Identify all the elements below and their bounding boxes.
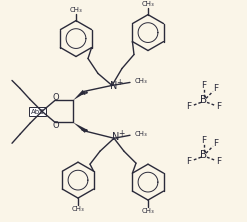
Text: F: F (213, 84, 219, 93)
FancyBboxPatch shape (29, 107, 46, 116)
Text: B: B (200, 95, 207, 105)
Polygon shape (73, 90, 85, 100)
Text: F: F (186, 102, 192, 111)
Text: AbS: AbS (31, 109, 44, 115)
Text: O: O (53, 93, 59, 102)
Text: CH₃: CH₃ (135, 131, 148, 137)
Text: CH₃: CH₃ (135, 78, 148, 84)
Text: F: F (186, 157, 192, 166)
Text: +: + (118, 129, 124, 138)
Text: CH₃: CH₃ (142, 1, 154, 7)
Text: CH₃: CH₃ (142, 208, 154, 214)
Text: O: O (53, 121, 59, 130)
Text: +: + (116, 78, 122, 87)
Text: N: N (112, 132, 120, 142)
Text: F: F (213, 139, 219, 148)
Text: F: F (216, 157, 222, 166)
Text: CH₃: CH₃ (70, 7, 82, 13)
Text: F: F (202, 81, 206, 90)
Text: CH₃: CH₃ (72, 206, 84, 212)
Text: F: F (202, 136, 206, 145)
Polygon shape (73, 122, 87, 133)
Text: F: F (216, 102, 222, 111)
Text: B: B (200, 150, 207, 160)
Text: N: N (110, 81, 118, 91)
